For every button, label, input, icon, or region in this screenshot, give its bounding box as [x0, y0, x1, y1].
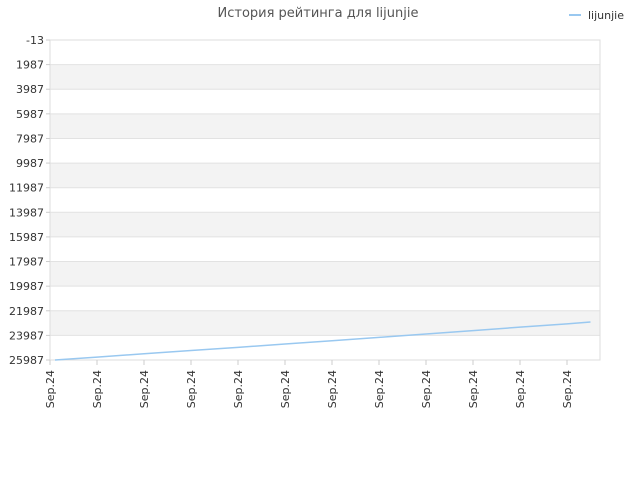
y-ticks: -13 1987 3987 5987 7987 9987 11987 13987 15987 17… [9, 34, 50, 367]
series-layer [54, 321, 591, 361]
plot-band [50, 89, 600, 114]
y-tick-label: 3987 [16, 83, 44, 96]
plot-bands [50, 40, 600, 360]
y-tick-label: 7987 [16, 132, 44, 145]
plot-band [50, 310, 600, 336]
y-tick-label: -13 [26, 34, 44, 47]
y-tick-label: 13987 [9, 206, 44, 219]
x-tick-label: Sep.24 [373, 370, 386, 408]
x-tick-label: Sep.24 [326, 370, 339, 408]
plot-band [50, 212, 600, 237]
y-tick-label: 19987 [9, 280, 44, 293]
x-tick-label: Sep.24 [91, 370, 104, 408]
y-tick-label: 17987 [9, 256, 44, 269]
y-tick-label: 11987 [9, 182, 44, 195]
x-tick-label: Sep.24 [514, 370, 527, 408]
x-tick-label: Sep.24 [232, 370, 245, 408]
x-tick-label: Sep.24 [467, 370, 480, 408]
x-tick-label: Sep.24 [44, 370, 57, 408]
plot-band [50, 187, 600, 213]
x-ticks: Sep.24 Sep.24 Sep.24 Sep.24 Sep.24 Sep.24 Sep.… [44, 360, 574, 408]
x-tick-label: Sep.24 [420, 370, 433, 408]
plot-band [50, 40, 600, 65]
plot-band [50, 163, 600, 188]
legend-label-lijunjie: lijunjie [588, 9, 624, 22]
series-line-lijunjie[interactable] [54, 321, 591, 361]
legend[interactable]: lijunjie [569, 9, 624, 22]
y-tick-label: 25987 [9, 354, 44, 367]
plot-band [50, 261, 600, 287]
plot-band [50, 113, 600, 139]
plot-band [50, 335, 600, 360]
chart-title: История рейтинга для lijunjie [218, 6, 419, 21]
plot-band [50, 64, 600, 90]
y-tick-label: 21987 [9, 305, 44, 318]
plot-band [50, 236, 600, 262]
x-tick-label: Sep.24 [185, 370, 198, 408]
y-tick-label: 5987 [16, 108, 44, 121]
y-tick-label: 1987 [16, 59, 44, 72]
y-tick-label: 9987 [16, 157, 44, 170]
x-tick-label: Sep.24 [279, 370, 292, 408]
plot-band [50, 138, 600, 164]
x-tick-label: Sep.24 [138, 370, 151, 408]
y-tick-label: 23987 [9, 329, 44, 342]
x-tick-label: Sep.24 [561, 370, 574, 408]
y-tick-label: 15987 [9, 231, 44, 244]
plot-band [50, 286, 600, 311]
plot-border [49, 39, 601, 361]
